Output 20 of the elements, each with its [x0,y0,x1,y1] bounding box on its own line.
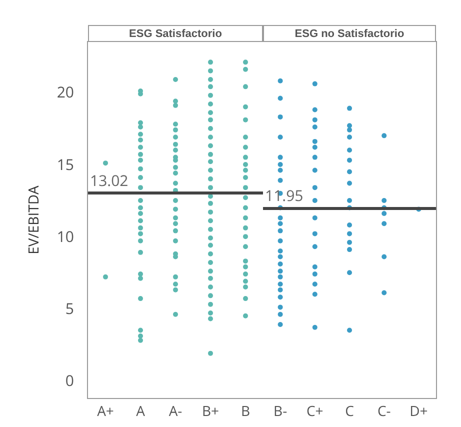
x-tick-label: A [136,402,146,421]
y-tick-label: 15 [56,154,74,175]
y-tick-label: 0 [65,370,74,391]
x-tick-label: A+ [97,402,114,421]
y-tick-label: 20 [56,82,74,103]
y-tick-label: 5 [65,298,74,319]
x-tick-label: B [240,402,250,421]
ref-line-label: 11.95 [265,186,304,206]
x-tick-label: C [345,402,354,421]
panel-header-box: ESG no Satisfactorio [263,25,436,42]
x-tick-label: B- [274,402,288,421]
y-axis-title: EV/EBITDA [24,185,44,254]
ref-line-label: 13.02 [90,171,128,191]
y-tick-label: 10 [56,226,74,247]
panel-header-box: ESG Satisfactorio [88,25,263,42]
x-tick-label: C+ [306,402,324,421]
x-tick-label: D+ [410,402,428,421]
x-tick-label: A- [168,402,182,421]
x-tick-label: B+ [202,402,220,421]
x-tick-label: C- [377,402,391,421]
